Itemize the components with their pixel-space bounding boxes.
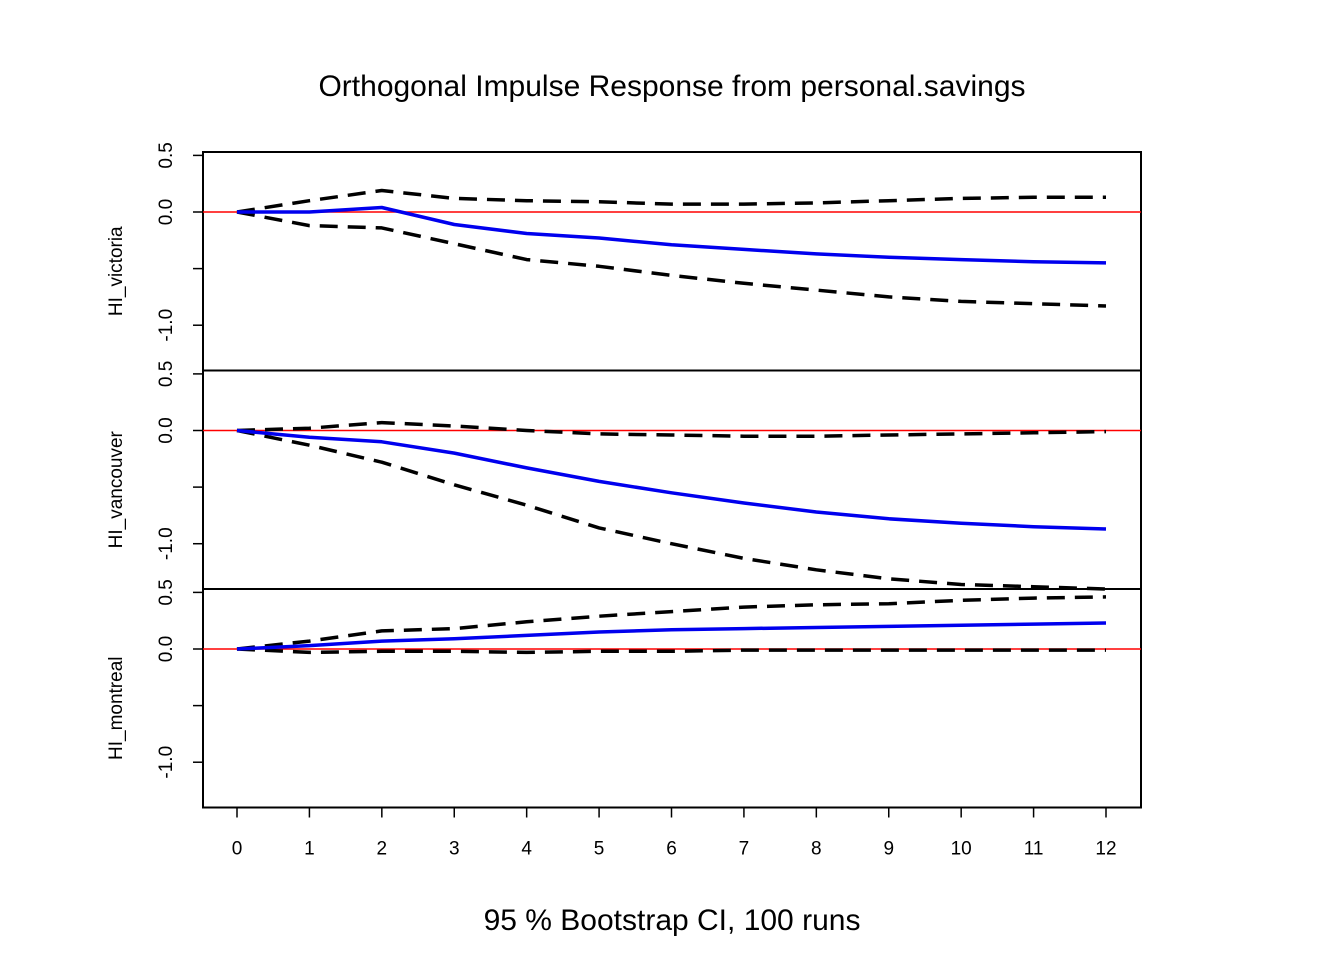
y-tick-label: 0.5 — [156, 361, 177, 387]
x-axis: 0 1 2 3 4 5 6 7 8 9 10 11 12 — [232, 807, 1117, 860]
upper-ci-line — [236, 595, 1107, 651]
x-tick-label: 9 — [883, 839, 894, 860]
x-tick-label: 11 — [1024, 839, 1044, 860]
x-tick-label: 7 — [739, 839, 750, 860]
y-tick-label: 0.0 — [156, 417, 177, 443]
y-tick-label: -1.0 — [156, 746, 177, 779]
chart-title: Orthogonal Impulse Response from persona… — [318, 70, 1025, 103]
y-tick-label: 0.0 — [156, 636, 177, 662]
panel-HI_montreal: 0.5 0.0 -1.0 HI_montreal — [106, 579, 1142, 809]
lower-ci-line — [236, 428, 1107, 591]
upper-ci-line — [236, 420, 1107, 438]
irf-line — [237, 205, 1107, 265]
x-tick-label: 5 — [594, 839, 605, 860]
x-tick-label: 6 — [666, 839, 677, 860]
panel-HI_vancouver: 0.5 0.0 -1.0 HI_vancouver — [106, 361, 1142, 591]
chart-panels: 0.5 0.0 -1.0 HI_victoria 0.5 0.0 -1.0 HI_vancou… — [106, 142, 1142, 809]
x-tick-label: 12 — [1095, 839, 1116, 860]
lower-ci-line — [236, 210, 1107, 308]
x-tick-label: 8 — [811, 839, 822, 860]
y-tick-label: 0.5 — [156, 142, 177, 168]
panel-HI_victoria: 0.5 0.0 -1.0 HI_victoria — [106, 142, 1142, 372]
panel-frame — [202, 369, 1142, 590]
lower-ci-line — [236, 647, 1106, 655]
y-tick-label: -1.0 — [156, 309, 177, 342]
x-tick-label: 0 — [232, 839, 243, 860]
y-tick-label: 0.5 — [156, 579, 177, 605]
x-axis-label: 95 % Bootstrap CI, 100 runs — [484, 904, 861, 937]
y-axis-label: HI_montreal — [106, 657, 127, 761]
x-tick-label: 3 — [449, 839, 460, 860]
upper-ci-line — [236, 188, 1106, 214]
y-tick-label: 0.0 — [156, 199, 177, 225]
x-tick-label: 2 — [377, 839, 388, 860]
irf-line — [236, 621, 1107, 651]
y-axis-label: HI_victoria — [106, 226, 127, 316]
irf-line — [236, 428, 1107, 531]
y-tick-label: -1.0 — [156, 527, 177, 560]
panel-frame — [202, 588, 1142, 809]
y-axis-label: HI_vancouver — [106, 430, 127, 548]
x-tick-label: 4 — [521, 839, 532, 860]
x-tick-label: 1 — [304, 839, 315, 860]
x-tick-label: 10 — [951, 839, 972, 860]
